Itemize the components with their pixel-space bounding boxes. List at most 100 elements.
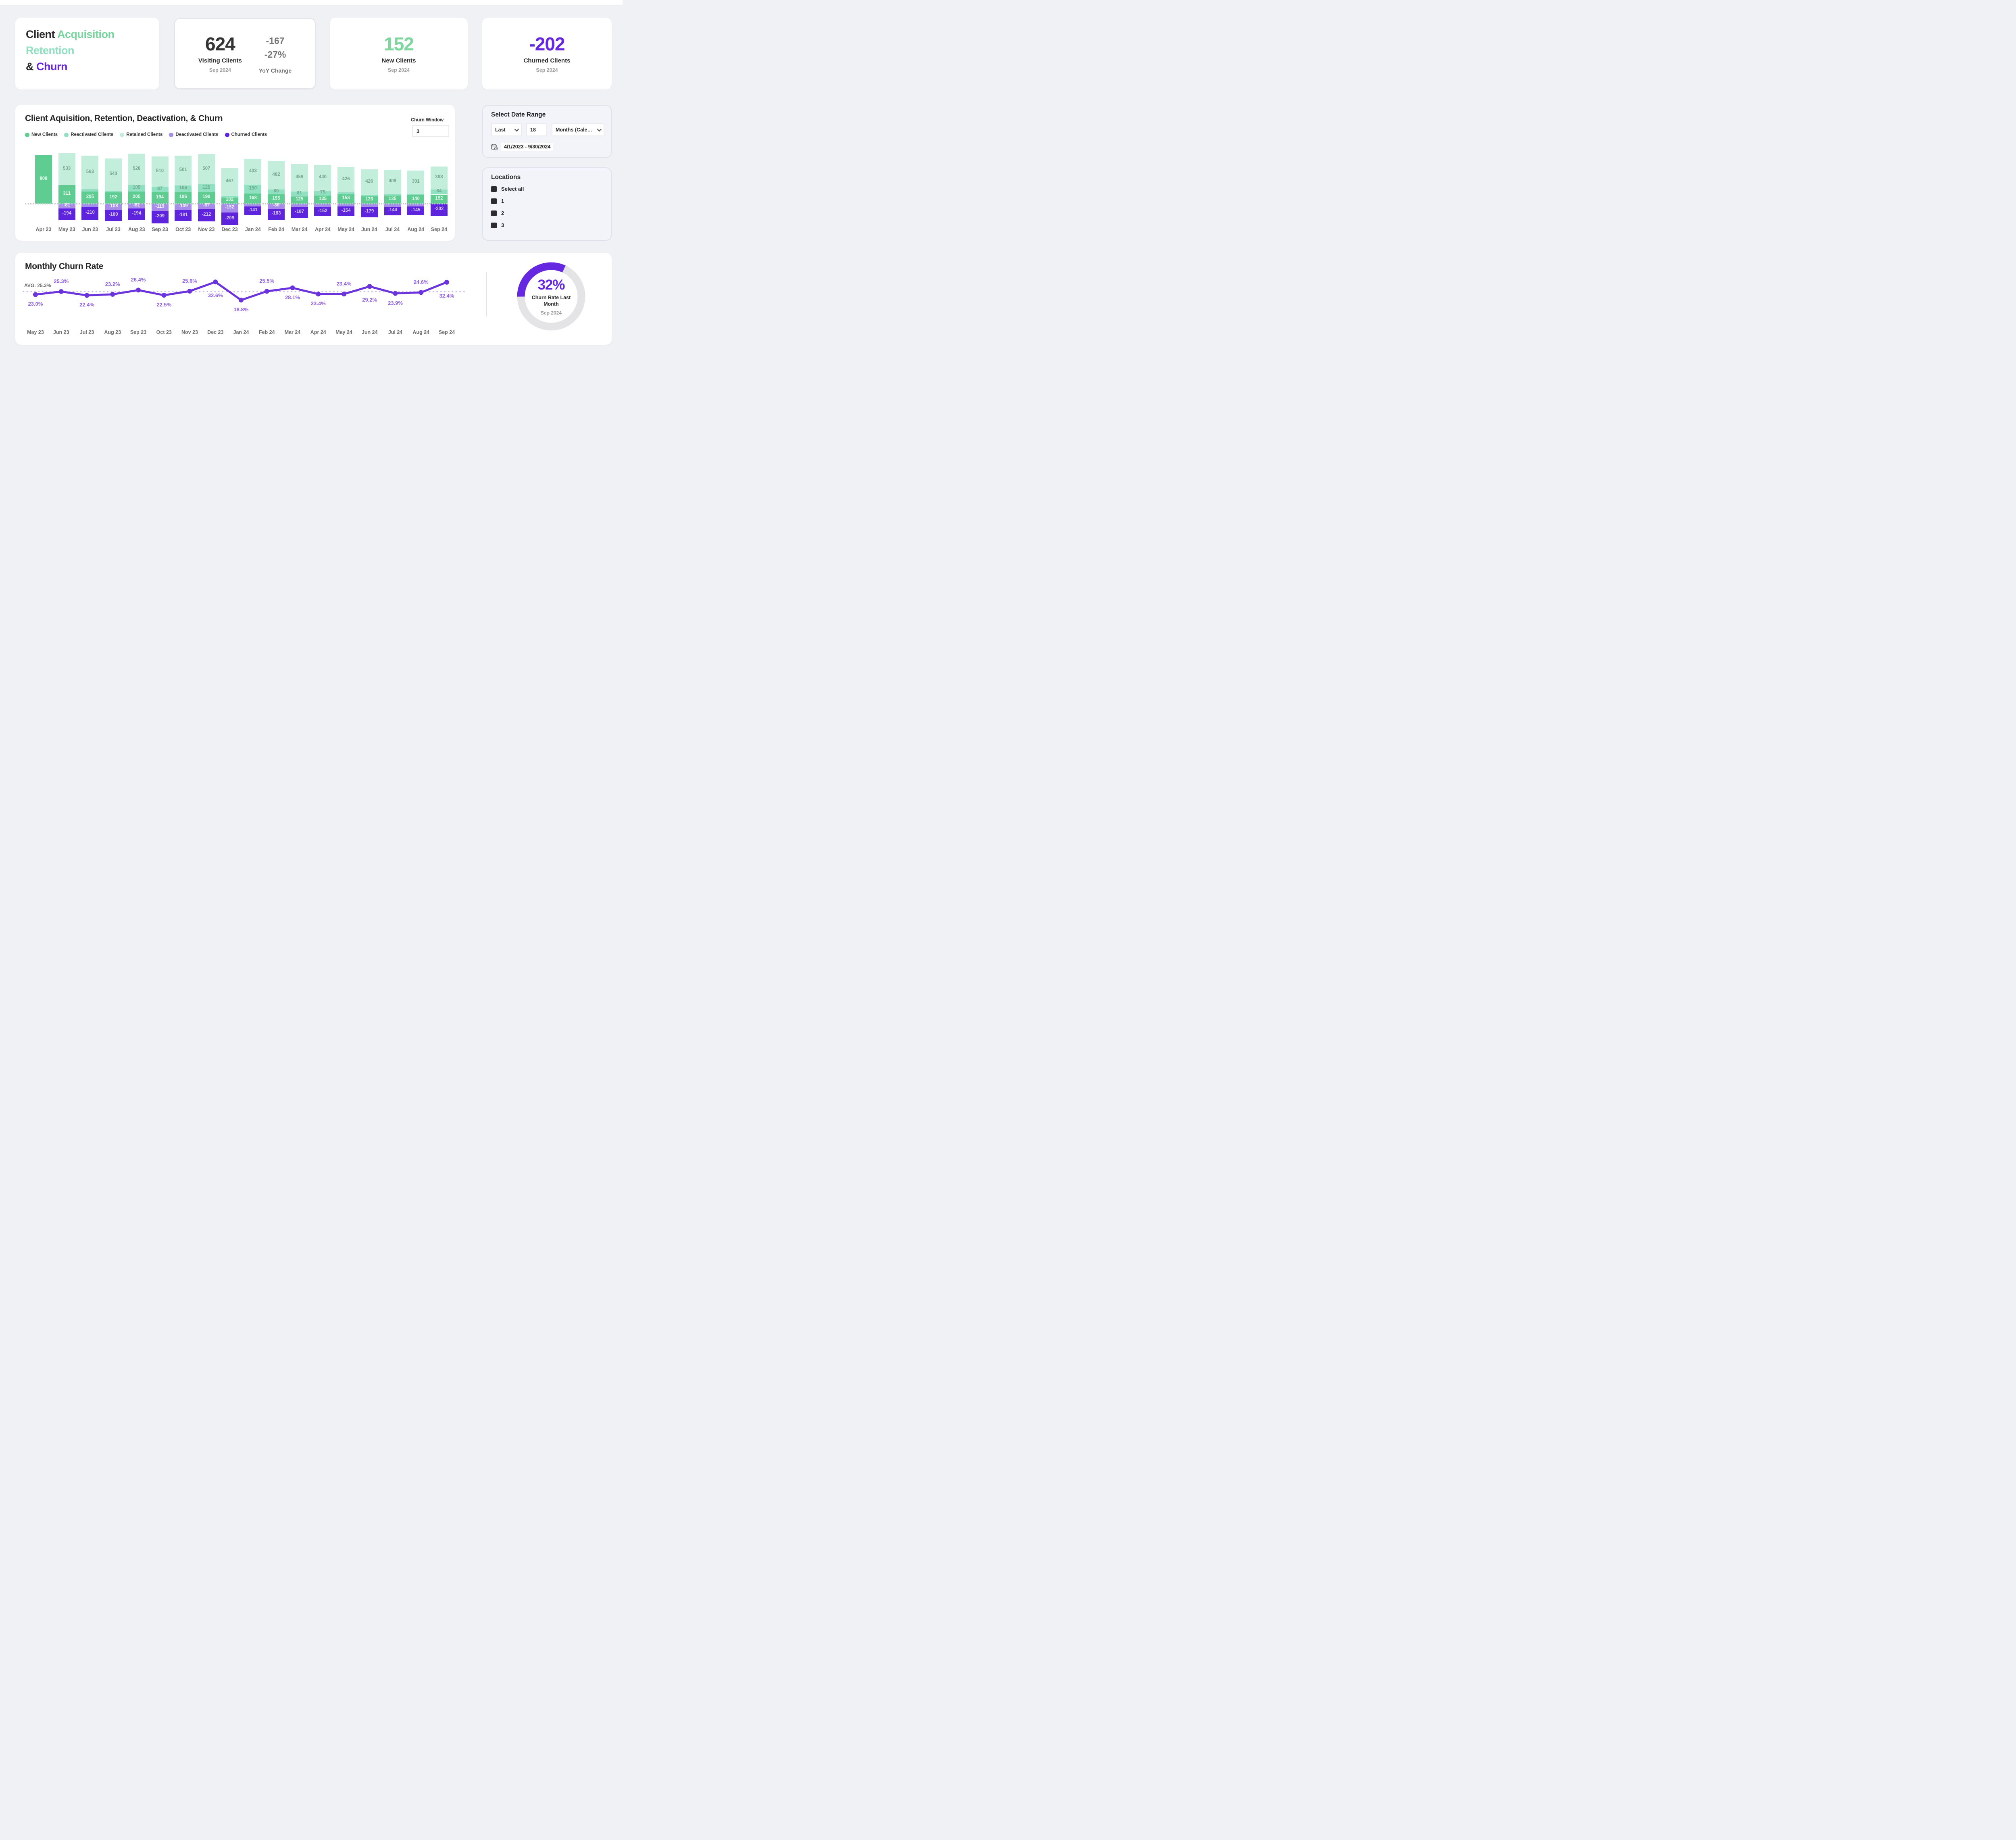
bar-segment-new-clients[interactable] xyxy=(314,196,331,204)
bar-segment-retained-clients[interactable] xyxy=(337,167,355,193)
bar-segment-new-clients[interactable] xyxy=(430,194,448,204)
line-data-point[interactable] xyxy=(419,290,424,295)
bar-segment-retained-clients[interactable] xyxy=(291,164,308,192)
bar-segment-churned-clients[interactable] xyxy=(105,210,122,221)
bar-segment-retained-clients[interactable] xyxy=(221,168,238,196)
bar-segment-retained-clients[interactable] xyxy=(268,160,285,190)
churn-window-input[interactable] xyxy=(413,126,448,136)
bar-segment-deactivated-clients[interactable] xyxy=(175,204,192,210)
bar-segment-retained-clients[interactable] xyxy=(81,156,99,190)
bar-segment-deactivated-clients[interactable] xyxy=(151,204,169,211)
bar-segment-churned-clients[interactable] xyxy=(430,204,448,216)
bar-segment-new-clients[interactable] xyxy=(221,197,238,204)
bar-segment-reactivated-clients[interactable] xyxy=(291,191,308,196)
bar-segment-deactivated-clients[interactable] xyxy=(58,204,75,208)
line-data-point[interactable] xyxy=(84,293,90,298)
bar-segment-new-clients[interactable] xyxy=(81,191,99,204)
line-data-point[interactable] xyxy=(110,292,115,297)
bar-segment-churned-clients[interactable] xyxy=(360,206,378,218)
line-data-point[interactable] xyxy=(213,279,218,285)
line-data-point[interactable] xyxy=(367,284,372,289)
bar-segment-reactivated-clients[interactable] xyxy=(128,185,145,192)
bar-segment-reactivated-clients[interactable] xyxy=(337,192,355,194)
bar-segment-deactivated-clients[interactable] xyxy=(407,204,425,206)
bar-segment-retained-clients[interactable] xyxy=(360,169,378,195)
bar-segment-retained-clients[interactable] xyxy=(151,156,169,187)
date-preset-dropdown[interactable]: Last xyxy=(491,123,522,136)
bar-segment-retained-clients[interactable] xyxy=(407,170,425,194)
bar-segment-retained-clients[interactable] xyxy=(244,158,262,185)
bar-segment-new-clients[interactable] xyxy=(175,192,192,204)
line-data-point[interactable] xyxy=(393,291,398,296)
bar-segment-deactivated-clients[interactable] xyxy=(105,204,122,210)
bar-segment-churned-clients[interactable] xyxy=(291,207,308,218)
bar-segment-retained-clients[interactable] xyxy=(128,153,145,185)
bar-segment-churned-clients[interactable] xyxy=(128,208,145,220)
bar-segment-reactivated-clients[interactable] xyxy=(314,191,331,196)
line-data-point[interactable] xyxy=(187,289,192,294)
bar-segment-deactivated-clients[interactable] xyxy=(384,204,401,207)
bar-segment-new-clients[interactable] xyxy=(151,192,169,204)
bar-segment-new-clients[interactable] xyxy=(407,195,425,204)
bar-segment-deactivated-clients[interactable] xyxy=(337,204,355,207)
bar-segment-reactivated-clients[interactable] xyxy=(407,194,425,196)
date-number-input[interactable] xyxy=(530,127,543,133)
line-data-point[interactable] xyxy=(316,292,321,297)
bar-segment-churned-clients[interactable] xyxy=(175,210,192,221)
bar-segment-new-clients[interactable] xyxy=(268,194,285,204)
bar-segment-reactivated-clients[interactable] xyxy=(244,184,262,194)
bar-segment-reactivated-clients[interactable] xyxy=(81,189,99,192)
bar-segment-churned-clients[interactable] xyxy=(314,207,331,216)
line-data-point[interactable] xyxy=(444,279,449,285)
bar-segment-deactivated-clients[interactable] xyxy=(360,204,378,207)
bar-segment-reactivated-clients[interactable] xyxy=(221,196,238,198)
bar-segment-new-clients[interactable] xyxy=(105,192,122,204)
bar-segment-reactivated-clients[interactable] xyxy=(105,191,122,192)
bar-segment-churned-clients[interactable] xyxy=(337,206,355,216)
bar-segment-new-clients[interactable] xyxy=(337,194,355,204)
bar-segment-reactivated-clients[interactable] xyxy=(430,190,448,195)
checkbox-checked-icon[interactable] xyxy=(491,222,497,228)
bar-segment-churned-clients[interactable] xyxy=(198,208,215,222)
bar-segment-reactivated-clients[interactable] xyxy=(151,187,169,192)
bar-segment-new-clients[interactable] xyxy=(128,191,145,204)
checkbox-checked-icon[interactable] xyxy=(491,210,497,216)
bar-segment-churned-clients[interactable] xyxy=(244,206,262,215)
bar-segment-deactivated-clients[interactable] xyxy=(128,204,145,208)
bar-segment-churned-clients[interactable] xyxy=(221,213,238,225)
bar-segment-new-clients[interactable] xyxy=(360,196,378,204)
bar-segment-new-clients[interactable] xyxy=(58,185,75,204)
legend-item-retained-clients[interactable]: Retained Clients xyxy=(120,132,162,137)
bar-segment-new-clients[interactable] xyxy=(35,155,52,204)
bar-segment-new-clients[interactable] xyxy=(244,194,262,204)
legend-item-reactivated-clients[interactable]: Reactivated Clients xyxy=(64,132,113,137)
legend-item-new-clients[interactable]: New Clients xyxy=(25,132,58,137)
line-data-point[interactable] xyxy=(136,288,141,293)
bar-segment-new-clients[interactable] xyxy=(291,196,308,204)
location-checkbox-row-3[interactable]: 3 xyxy=(491,222,504,228)
bar-segment-new-clients[interactable] xyxy=(198,192,215,204)
bar-segment-reactivated-clients[interactable] xyxy=(384,194,401,196)
bar-segment-deactivated-clients[interactable] xyxy=(244,204,262,207)
bar-segment-retained-clients[interactable] xyxy=(105,158,122,191)
bar-segment-churned-clients[interactable] xyxy=(81,207,99,220)
line-data-point[interactable] xyxy=(33,292,38,297)
bar-segment-churned-clients[interactable] xyxy=(407,206,425,215)
bar-segment-retained-clients[interactable] xyxy=(198,154,215,185)
location-checkbox-row-1[interactable]: 1 xyxy=(491,198,504,204)
bar-segment-churned-clients[interactable] xyxy=(58,208,75,220)
bar-segment-retained-clients[interactable] xyxy=(430,166,448,190)
line-data-point[interactable] xyxy=(58,289,64,294)
bar-segment-deactivated-clients[interactable] xyxy=(291,204,308,207)
bar-segment-reactivated-clients[interactable] xyxy=(268,190,285,195)
bar-segment-retained-clients[interactable] xyxy=(384,169,401,194)
line-data-point[interactable] xyxy=(342,292,346,297)
bar-segment-churned-clients[interactable] xyxy=(151,210,169,223)
location-checkbox-row-select-all[interactable]: Select all xyxy=(491,186,524,192)
legend-item-deactivated-clients[interactable]: Deactivated Clients xyxy=(169,132,219,137)
bar-segment-deactivated-clients[interactable] xyxy=(314,204,331,207)
bar-segment-reactivated-clients[interactable] xyxy=(175,185,192,192)
bar-segment-churned-clients[interactable] xyxy=(384,206,401,215)
bar-segment-deactivated-clients[interactable] xyxy=(268,204,285,209)
bar-segment-churned-clients[interactable] xyxy=(268,208,285,220)
